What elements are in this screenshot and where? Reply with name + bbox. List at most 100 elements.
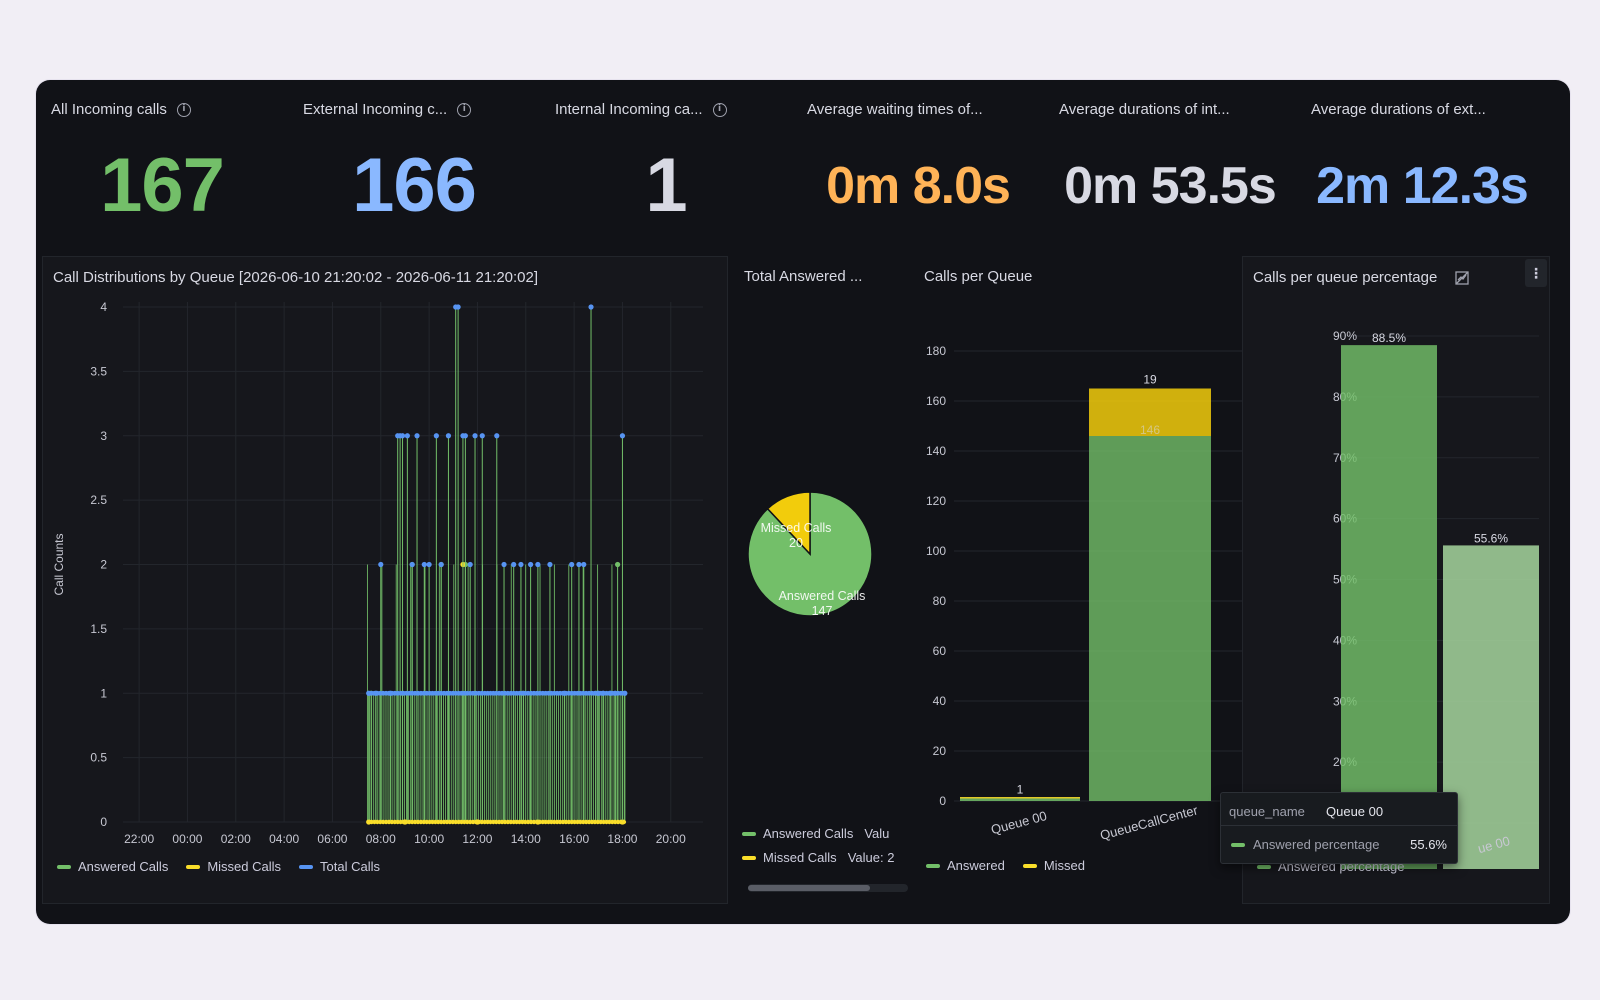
stat-internal-incoming-calls[interactable]: Internal Incoming ca... i 1: [540, 80, 792, 248]
dashboard: All Incoming calls i 167 External Incomi…: [36, 80, 1570, 924]
x-tick-label: 18:00: [607, 832, 637, 846]
info-icon[interactable]: i: [712, 102, 727, 117]
panel-menu-button[interactable]: ⋮: [1525, 259, 1547, 287]
legend-answered-calls[interactable]: Answered Calls Valu: [742, 826, 902, 841]
x-tick-label: 20:00: [656, 832, 686, 846]
bar-value-label: 88.5%: [1372, 331, 1406, 345]
swatch: [299, 864, 314, 869]
stat-value: 167: [100, 143, 225, 228]
tooltip-key: queue_name: [1229, 803, 1305, 819]
swatch: [186, 864, 201, 869]
data-point: [433, 433, 439, 439]
calls-per-queue-percentage-chart[interactable]: 10%20%30%40%50%60%70%80%90%88.5%55.6%ue …: [1243, 257, 1549, 903]
bar-callcenter-answered: [1089, 436, 1211, 801]
legend-value: Valu: [864, 826, 890, 841]
stat-title-wrap: External Incoming c... i: [303, 101, 472, 118]
tooltip-series-value: 55.6%: [1410, 837, 1447, 852]
stat-title: External Incoming c...: [303, 101, 448, 118]
stat-value: 0m 53.5s: [1064, 157, 1277, 215]
data-point: [404, 433, 410, 439]
data-point: [399, 433, 406, 439]
data-point: [528, 561, 534, 568]
panel-title: Calls per queue percentage: [1253, 269, 1438, 286]
calls-per-queue-legend: Answered Missed: [926, 858, 1085, 873]
stat-average-durations-internal[interactable]: Average durations of int... 0m 53.5s: [1044, 80, 1296, 248]
y-tick-label: 20: [933, 744, 947, 758]
data-point: [581, 561, 587, 568]
data-point: [426, 561, 432, 568]
tooltip-series-name: Answered percentage: [1253, 837, 1380, 852]
bar-queue00-answered: [960, 798, 1080, 801]
panel-call-distributions[interactable]: Call Distributions by Queue [2026-06-10 …: [42, 256, 728, 904]
stat-average-durations-external[interactable]: Average durations of ext... 2m 12.3s: [1296, 80, 1548, 248]
stat-value: 166: [352, 143, 477, 228]
y-tick-label: 180: [926, 344, 946, 358]
data-point: [588, 304, 594, 310]
y-tick-label: 0: [100, 815, 107, 829]
legend-total-calls[interactable]: Total Calls: [299, 859, 380, 874]
pie-label-answered-value: 147: [812, 604, 833, 618]
y-tick-label: 2.5: [90, 493, 107, 507]
y-tick-label: 40: [933, 694, 947, 708]
stat-average-waiting-times[interactable]: Average waiting times of... 0m 8.0s: [792, 80, 1044, 248]
y-tick-label: 100: [926, 544, 946, 558]
tooltip-value: Queue 00: [1326, 803, 1384, 819]
bar-value-label: 19: [1143, 373, 1157, 387]
info-icon[interactable]: i: [176, 102, 191, 117]
panel-total-answered[interactable]: Total Answered ... Missed Calls 20 Answere…: [728, 256, 910, 902]
stat-title-wrap: Internal Incoming ca... i: [555, 101, 727, 118]
stat-title-wrap: Average durations of ext...: [1311, 101, 1486, 118]
timeseries-chart[interactable]: 0 0.5 1 1.5 2 2.5 3 3.5 4 22:00 00:00 02:00 04:00 06:…: [43, 257, 727, 903]
data-point: [576, 561, 582, 568]
pie-legend: Answered Calls Valu Missed Calls Value: 2: [742, 826, 902, 865]
info-icon[interactable]: i: [457, 102, 472, 117]
data-point: [535, 561, 541, 568]
pie-label-missed-name: Missed Calls: [761, 521, 832, 535]
calls-per-queue-chart[interactable]: 0 20 40 60 80 100 120 140 160 180 1 146 19 Queue 00 Qu…: [912, 256, 1272, 902]
data-point: [378, 561, 384, 568]
stat-value: 0m 8.0s: [826, 157, 1011, 215]
swatch: [1022, 863, 1037, 868]
tooltip-divider: [1221, 825, 1457, 826]
data-point: [621, 690, 627, 696]
bar-value-label: 146: [1140, 423, 1160, 437]
x-tick-label: 08:00: [366, 832, 396, 846]
data-point: [619, 433, 626, 439]
tooltip-header: queue_name Queue 00: [1229, 801, 1449, 821]
tooltip-series-row: Answered percentage 55.6%: [1231, 837, 1447, 852]
y-tick-label: 1.5: [90, 622, 107, 636]
legend-missed-calls[interactable]: Missed Calls: [186, 859, 281, 874]
swatch: [742, 831, 756, 836]
legend-label: Missed: [1043, 858, 1085, 873]
legend-label: Answered Calls: [78, 859, 169, 874]
legend-answered-calls[interactable]: Answered Calls: [57, 859, 168, 874]
stat-external-incoming-calls[interactable]: External Incoming c... i 166: [288, 80, 540, 248]
swatch: [1257, 864, 1271, 869]
pie-legend-scrollbar[interactable]: [748, 884, 908, 892]
legend-answered[interactable]: Answered: [926, 858, 1005, 873]
y-tick-label: 120: [926, 494, 946, 508]
zoom-reset-icon[interactable]: [1455, 270, 1469, 285]
stat-all-incoming-calls[interactable]: All Incoming calls i 167: [36, 80, 288, 248]
pie-slice-missed: [766, 491, 811, 556]
legend-label: Answered Calls: [763, 826, 854, 841]
data-point: [511, 561, 517, 568]
bar-callcenter-missed: [1089, 388, 1211, 436]
x-tick-label: 02:00: [221, 832, 251, 846]
panel-title: Calls per Queue: [924, 268, 1033, 285]
legend-missed-calls[interactable]: Missed Calls Value: 2: [742, 850, 902, 865]
data-point: [472, 433, 478, 439]
data-point: [462, 433, 468, 439]
stat-title-wrap: Average waiting times of...: [807, 101, 983, 118]
data-point: [414, 433, 420, 439]
x-tick-label: 12:00: [462, 832, 492, 846]
x-tick-label: 10:00: [414, 832, 444, 846]
x-tick-label: 14:00: [511, 832, 541, 846]
legend-label: Total Calls: [320, 859, 380, 874]
y-axis-label: Call Counts: [52, 533, 66, 595]
scrollbar-thumb[interactable]: [748, 885, 870, 891]
data-point: [501, 561, 507, 568]
legend-missed[interactable]: Missed: [1022, 858, 1085, 873]
panel-calls-per-queue[interactable]: Calls per Queue 0 20 40 60 80 100 120 140 160 180…: [912, 256, 1272, 902]
